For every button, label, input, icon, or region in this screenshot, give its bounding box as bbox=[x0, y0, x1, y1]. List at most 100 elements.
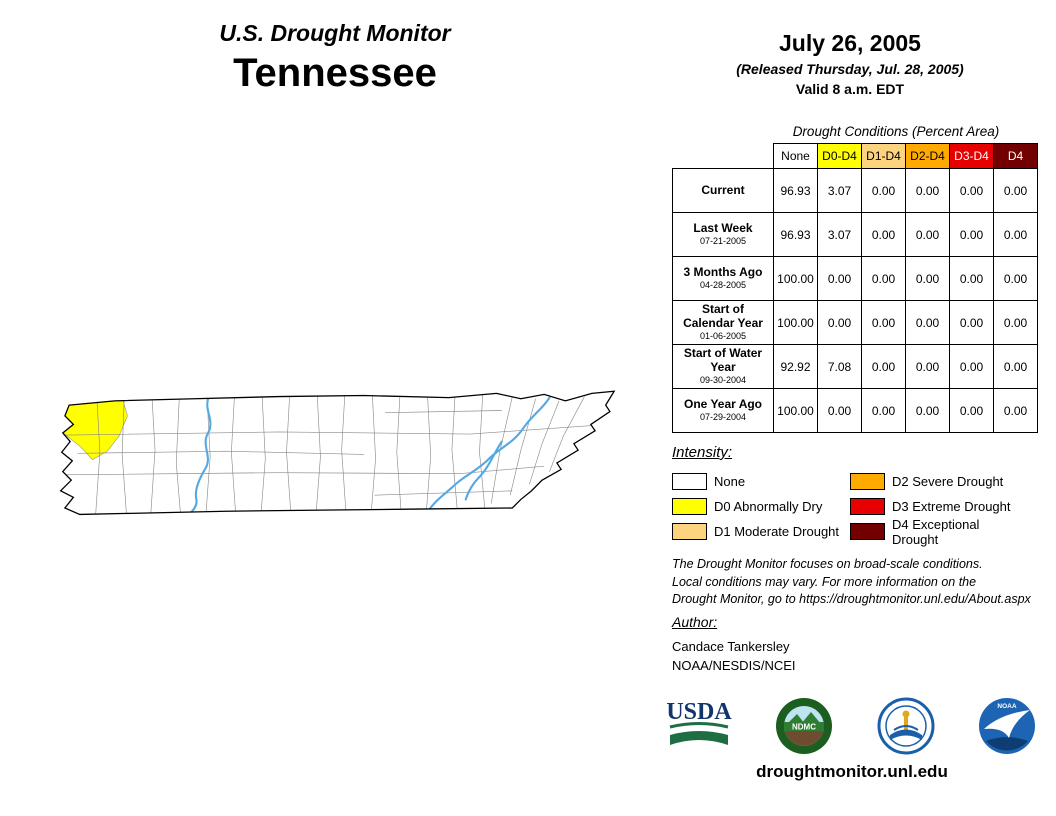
column-header-d4: D4 bbox=[993, 143, 1038, 169]
legend-label-d2: D2 Severe Drought bbox=[892, 474, 1004, 489]
table-row: One Year Ago 07-29-2004 100.00 0.00 0.00… bbox=[672, 388, 1038, 433]
drought-table-wrap: None D0-D4 D1-D4 D2-D4 D3-D4 D4 Current … bbox=[672, 143, 1038, 433]
usda-swoosh-line bbox=[669, 722, 729, 729]
page-title: U.S. Drought Monitor bbox=[219, 20, 451, 46]
legend-swatch-d2 bbox=[850, 473, 885, 490]
table-cell: 0.00 bbox=[949, 168, 994, 213]
row-label-cell: Start of Water Year 09-30-2004 bbox=[672, 344, 774, 389]
row-date: 09-30-2004 bbox=[699, 374, 747, 385]
legend-column-right: D2 Severe Drought D3 Extreme Drought D4 … bbox=[850, 469, 1028, 547]
ndmc-logo-text: NDMC bbox=[792, 723, 816, 732]
table-cell: 0.00 bbox=[949, 344, 994, 389]
state-name: Tennessee bbox=[233, 51, 437, 95]
table-cell: 7.08 bbox=[817, 344, 862, 389]
row-label-cell: One Year Ago 07-29-2004 bbox=[672, 388, 774, 433]
river-branch bbox=[464, 440, 503, 501]
drought-conditions-table: None D0-D4 D1-D4 D2-D4 D3-D4 D4 Current … bbox=[672, 143, 1038, 433]
table-cell: 0.00 bbox=[993, 388, 1038, 433]
legend-label-d4: D4 Exceptional Drought bbox=[892, 516, 980, 547]
legend-swatch-d0 bbox=[672, 498, 707, 515]
table-cell: 100.00 bbox=[773, 256, 818, 301]
column-header-d3d4: D3-D4 bbox=[949, 143, 994, 169]
table-cell: 0.00 bbox=[993, 168, 1038, 213]
legend-swatch-d3 bbox=[850, 498, 885, 515]
table-cell: 3.07 bbox=[817, 168, 862, 213]
table-row: Start of Calendar Year 01-06-2005 100.00… bbox=[672, 300, 1038, 345]
table-cell: 0.00 bbox=[949, 300, 994, 345]
column-header-d2d4: D2-D4 bbox=[905, 143, 950, 169]
legend-swatch-d4 bbox=[850, 523, 885, 540]
table-cell: 0.00 bbox=[861, 212, 906, 257]
row-label: Start of Water Year bbox=[683, 346, 763, 375]
doc-seal-logo bbox=[877, 697, 935, 755]
legend-item-none: None bbox=[672, 469, 850, 494]
table-cell: 0.00 bbox=[861, 168, 906, 213]
released-date: (Released Thursday, Jul. 28, 2005) bbox=[736, 61, 964, 77]
legend-label-d3: D3 Extreme Drought bbox=[892, 499, 1011, 514]
table-cell: 0.00 bbox=[993, 344, 1038, 389]
tennessee-river-east bbox=[426, 396, 551, 514]
table-row: Start of Water Year 09-30-2004 92.92 7.0… bbox=[672, 344, 1038, 389]
map-date: July 26, 2005 bbox=[779, 30, 921, 56]
table-cell: 92.92 bbox=[773, 344, 818, 389]
table-cell: 0.00 bbox=[905, 212, 950, 257]
table-cell: 0.00 bbox=[905, 300, 950, 345]
ndmc-logo: NDMC bbox=[776, 698, 833, 754]
legend-item-d0: D0 Abnormally Dry bbox=[672, 494, 850, 519]
legend-label-none: None bbox=[714, 474, 746, 489]
row-label-cell: Current bbox=[672, 168, 774, 213]
legend-title: Intensity: bbox=[672, 444, 733, 461]
table-cell: 0.00 bbox=[905, 388, 950, 433]
table-cell: 96.93 bbox=[773, 168, 818, 213]
tennessee-map bbox=[14, 388, 629, 538]
author-title: Author: bbox=[672, 614, 718, 630]
row-date: 07-29-2004 bbox=[699, 412, 747, 422]
row-date: 07-21-2005 bbox=[699, 236, 747, 246]
table-cell: 0.00 bbox=[861, 300, 906, 345]
table-cell: 0.00 bbox=[905, 344, 950, 389]
legend-item-d1: D1 Moderate Drought bbox=[672, 519, 850, 544]
table-row: 3 Months Ago 04-28-2005 100.00 0.00 0.00… bbox=[672, 256, 1038, 301]
legend-swatch-d1 bbox=[672, 523, 707, 540]
footer-url: droughtmonitor.unl.edu bbox=[756, 762, 948, 781]
row-label: 3 Months Ago bbox=[683, 265, 763, 280]
row-label: Current bbox=[701, 182, 745, 197]
table-cell: 0.00 bbox=[949, 212, 994, 257]
table-cell: 0.00 bbox=[949, 256, 994, 301]
table-cell: 0.00 bbox=[905, 256, 950, 301]
table-cell: 0.00 bbox=[861, 256, 906, 301]
table-cell: 3.07 bbox=[817, 212, 862, 257]
disclaimer-line-2: Local conditions may vary. For more info… bbox=[672, 574, 977, 589]
disclaimer-line-3: Drought Monitor, go to https://droughtmo… bbox=[672, 592, 1031, 606]
usda-field-shape bbox=[670, 731, 728, 745]
author-org: NOAA/NESDIS/NCEI bbox=[672, 657, 796, 673]
table-cell: 100.00 bbox=[773, 300, 818, 345]
row-label: One Year Ago bbox=[683, 397, 763, 412]
row-label-cell: 3 Months Ago 04-28-2005 bbox=[672, 256, 774, 301]
row-label: Start of Calendar Year bbox=[683, 302, 763, 331]
table-cell: 0.00 bbox=[817, 388, 862, 433]
usda-logo-text: USDA bbox=[666, 699, 732, 725]
table-cell: 0.00 bbox=[817, 256, 862, 301]
table-row: Last Week 07-21-2005 96.93 3.07 0.00 0.0… bbox=[672, 212, 1038, 257]
table-cell: 0.00 bbox=[817, 300, 862, 345]
legend-item-d3: D3 Extreme Drought bbox=[850, 494, 1028, 519]
legend-item-d4: D4 Exceptional Drought bbox=[850, 516, 1028, 547]
table-caption: Drought Conditions (Percent Area) bbox=[792, 124, 1000, 139]
column-header-none: None bbox=[773, 143, 818, 169]
legend-label-d0: D0 Abnormally Dry bbox=[714, 499, 823, 514]
table-cell: 0.00 bbox=[993, 212, 1038, 257]
column-header-d0d4: D0-D4 bbox=[817, 143, 862, 169]
county-lines bbox=[60, 394, 608, 515]
row-label: Last Week bbox=[693, 221, 753, 236]
table-cell: 0.00 bbox=[993, 300, 1038, 345]
row-label-cell: Last Week 07-21-2005 bbox=[672, 212, 774, 257]
author-name: Candace Tankersley bbox=[672, 639, 790, 654]
table-cell: 0.00 bbox=[949, 388, 994, 433]
row-date: 01-06-2005 bbox=[699, 330, 747, 341]
header-left: U.S. Drought Monitor Tennessee bbox=[180, 20, 490, 96]
header-right: July 26, 2005 (Released Thursday, Jul. 2… bbox=[690, 30, 1010, 97]
author-block: Author: Candace Tankersley NOAA/NESDIS/N… bbox=[672, 614, 972, 676]
rivers bbox=[188, 395, 551, 515]
